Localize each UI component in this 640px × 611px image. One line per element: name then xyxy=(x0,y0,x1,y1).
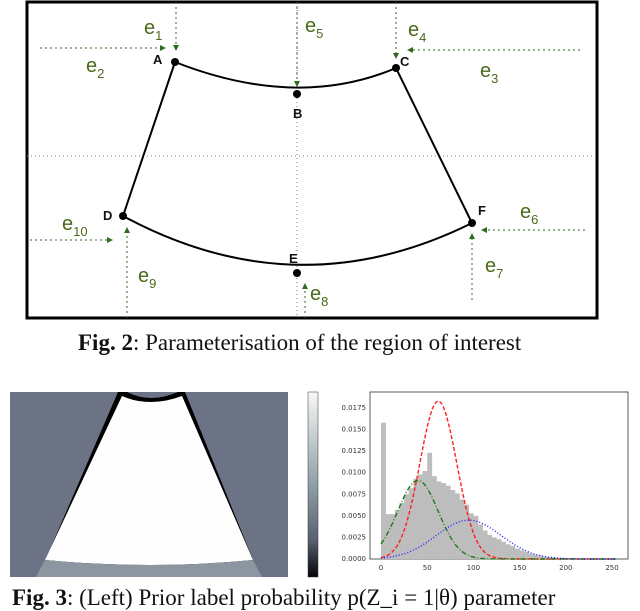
curve-1 xyxy=(380,479,616,560)
hist-bar xyxy=(459,499,465,559)
colorbar xyxy=(307,391,319,578)
point-label-C: C xyxy=(400,54,410,69)
point-label-A: A xyxy=(153,52,163,67)
hist-bar xyxy=(417,474,423,559)
param-arrows xyxy=(30,2,585,318)
param-label-e9: e9 xyxy=(138,265,156,291)
y-tick-label: 0.0125 xyxy=(342,447,367,455)
hist-bar xyxy=(464,504,470,559)
prior-heatmap xyxy=(10,391,319,578)
y-tick-label: 0.0000 xyxy=(342,555,367,563)
fig2-caption: Fig. 2: Parameterisation of the region o… xyxy=(78,330,522,355)
hist-bar xyxy=(399,502,405,559)
hist-bar xyxy=(528,553,534,559)
hist-bar xyxy=(478,524,483,559)
point-label-D: D xyxy=(103,208,112,223)
hist-bar xyxy=(445,485,451,559)
hist-bar xyxy=(394,509,400,559)
y-tick-label: 0.0100 xyxy=(342,469,367,477)
roi-diagram: A B C D E F e1 e2 e3 e4 e5 e6 e7 e8 e9 e10 xyxy=(25,0,599,320)
point-label-B: B xyxy=(293,106,302,121)
y-tick-label: 0.0050 xyxy=(342,512,367,520)
hist-bar xyxy=(427,452,433,559)
x-tick-label: 250 xyxy=(605,564,618,572)
y-tick-label: 0.0150 xyxy=(342,426,367,434)
hist-bar xyxy=(547,557,553,559)
param-label-e3: e3 xyxy=(480,60,498,86)
x-tick-label: 0 xyxy=(379,564,383,572)
curve-0 xyxy=(380,400,616,560)
hist-bar xyxy=(413,478,419,559)
point-label-E: E xyxy=(289,251,298,266)
y-tick-label: 0.0025 xyxy=(342,533,367,541)
param-label-e8: e8 xyxy=(310,283,328,309)
hist-bar xyxy=(487,534,493,559)
hist-bar xyxy=(450,489,456,559)
hist-bar xyxy=(542,556,548,559)
point-F xyxy=(468,219,476,227)
x-tick-label: 200 xyxy=(559,564,572,572)
y-tick-label: 0.0075 xyxy=(342,490,367,498)
hist-bar xyxy=(441,483,446,559)
hist-bar xyxy=(524,552,530,559)
x-tick-label: 100 xyxy=(467,564,480,572)
hist-bar xyxy=(482,530,488,559)
hist-bar xyxy=(514,548,520,559)
hist-bar xyxy=(381,422,386,559)
hist-bar xyxy=(385,514,391,559)
hist-bar xyxy=(538,555,543,559)
hist-bar xyxy=(436,481,442,559)
param-label-e7: e7 xyxy=(485,255,503,281)
histogram-chart: 0 50 100 150 200 250 0.0000 0.0025 0.0050 0.0075 0… xyxy=(342,391,629,572)
hist-bar xyxy=(454,493,460,559)
hist-bar xyxy=(431,476,437,559)
hist-bar xyxy=(496,539,502,559)
point-label-F: F xyxy=(478,203,486,218)
hist-bar xyxy=(491,537,497,559)
hist-bar xyxy=(390,514,396,559)
hist-bar xyxy=(505,544,511,559)
x-tick-label: 50 xyxy=(423,564,432,572)
param-label-e6: e6 xyxy=(520,201,538,227)
hist-bar xyxy=(404,494,410,559)
hist-bar xyxy=(533,554,539,559)
image-frame xyxy=(25,0,599,320)
param-label-e4: e4 xyxy=(408,19,426,45)
hist-bar xyxy=(510,546,516,559)
roi-outline xyxy=(121,60,474,266)
param-label-e5: e5 xyxy=(305,15,323,41)
param-label-e1: e1 xyxy=(144,17,162,43)
x-tick-label: 150 xyxy=(513,564,526,572)
param-label-e2: e2 xyxy=(86,55,104,81)
param-label-e10: e10 xyxy=(62,213,88,239)
hist-bar xyxy=(468,513,474,559)
fig3-caption: Fig. 3: (Left) Prior label probability p… xyxy=(12,585,556,610)
hist-bar xyxy=(501,541,507,559)
y-tick-label: 0.0175 xyxy=(342,404,367,412)
point-C xyxy=(392,64,400,72)
point-A xyxy=(171,58,179,66)
hist-bar xyxy=(408,488,414,559)
hist-bar xyxy=(422,470,428,559)
hist-bar xyxy=(519,550,525,559)
point-E xyxy=(293,269,301,277)
point-D xyxy=(119,212,127,220)
point-B xyxy=(293,90,301,98)
